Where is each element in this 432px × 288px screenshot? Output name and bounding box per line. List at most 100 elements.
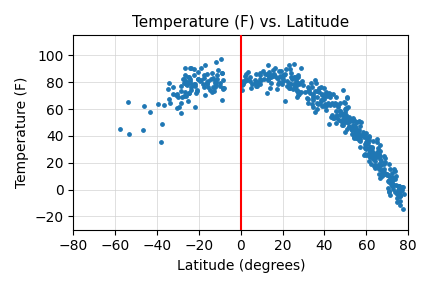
Point xyxy=(394,200,400,204)
Point xyxy=(341,130,348,135)
Point xyxy=(279,78,286,83)
Point xyxy=(191,83,198,87)
Point xyxy=(181,72,188,77)
Point xyxy=(164,87,171,91)
Point xyxy=(257,81,264,86)
Point xyxy=(340,100,347,104)
Point xyxy=(345,119,352,124)
Point xyxy=(390,187,397,192)
Point xyxy=(313,89,320,93)
Point xyxy=(389,183,396,188)
Point xyxy=(240,79,247,83)
Point xyxy=(280,72,287,77)
Point xyxy=(297,66,304,71)
Point xyxy=(362,130,369,135)
Point xyxy=(184,80,191,84)
Point xyxy=(355,130,362,134)
Point xyxy=(279,75,286,80)
Point xyxy=(398,184,405,189)
Point xyxy=(181,77,187,82)
Point xyxy=(346,124,353,129)
Point xyxy=(368,153,375,158)
Point xyxy=(322,108,329,112)
Point xyxy=(305,85,311,90)
Point xyxy=(256,73,263,78)
Point xyxy=(146,109,153,114)
Point xyxy=(365,141,372,146)
Point xyxy=(383,172,390,176)
Point xyxy=(366,148,373,153)
Point xyxy=(351,118,358,123)
Point xyxy=(346,124,353,129)
Title: Temperature (F) vs. Latitude: Temperature (F) vs. Latitude xyxy=(132,15,349,30)
Point xyxy=(378,162,384,167)
Point xyxy=(204,79,211,84)
Point xyxy=(262,71,269,76)
Point xyxy=(207,77,214,82)
Point xyxy=(386,190,393,195)
Point xyxy=(385,188,392,193)
Point xyxy=(343,107,349,111)
Point xyxy=(280,73,286,77)
Point xyxy=(366,154,373,158)
Point xyxy=(286,66,293,71)
Point xyxy=(380,162,387,166)
Point xyxy=(212,85,219,89)
Point xyxy=(377,154,384,159)
Point xyxy=(296,81,303,86)
Point xyxy=(165,81,172,86)
Point xyxy=(350,116,357,121)
Point xyxy=(351,124,358,128)
Point xyxy=(302,90,308,94)
Point xyxy=(249,81,256,86)
Point xyxy=(191,84,198,88)
Point xyxy=(279,82,286,86)
Point xyxy=(341,101,348,105)
Point xyxy=(327,115,334,120)
Point xyxy=(366,154,373,159)
Point xyxy=(325,90,332,95)
Point xyxy=(197,79,204,84)
Point xyxy=(337,111,344,116)
Point xyxy=(208,71,215,75)
Point xyxy=(373,136,380,141)
Point xyxy=(296,90,303,95)
Point xyxy=(335,118,342,122)
Point xyxy=(341,113,348,118)
Point xyxy=(201,72,208,77)
Point xyxy=(333,109,340,114)
Point xyxy=(323,104,330,109)
Point xyxy=(387,193,394,198)
Point xyxy=(247,75,254,79)
Point xyxy=(183,94,190,98)
Point xyxy=(292,79,299,83)
Point xyxy=(381,159,388,164)
Point xyxy=(309,85,316,90)
Point xyxy=(274,87,281,92)
Point xyxy=(377,149,384,154)
Point xyxy=(332,95,339,100)
Point xyxy=(385,174,392,179)
Point xyxy=(158,140,165,145)
Point xyxy=(334,113,340,118)
Point xyxy=(400,206,407,211)
Point xyxy=(341,107,348,111)
Point xyxy=(194,77,201,82)
Point xyxy=(368,162,375,167)
Point xyxy=(356,138,362,142)
Point xyxy=(190,83,197,88)
Point xyxy=(372,165,378,170)
Point xyxy=(344,105,351,110)
Point xyxy=(319,93,326,98)
Point xyxy=(362,145,368,150)
Point xyxy=(245,69,251,74)
Point xyxy=(292,74,299,79)
Point xyxy=(361,134,368,139)
Point xyxy=(396,189,403,194)
Point xyxy=(336,109,343,114)
Point xyxy=(204,85,211,90)
Point xyxy=(361,153,368,157)
Point xyxy=(385,178,392,183)
Point xyxy=(187,77,194,82)
Point xyxy=(320,86,327,90)
